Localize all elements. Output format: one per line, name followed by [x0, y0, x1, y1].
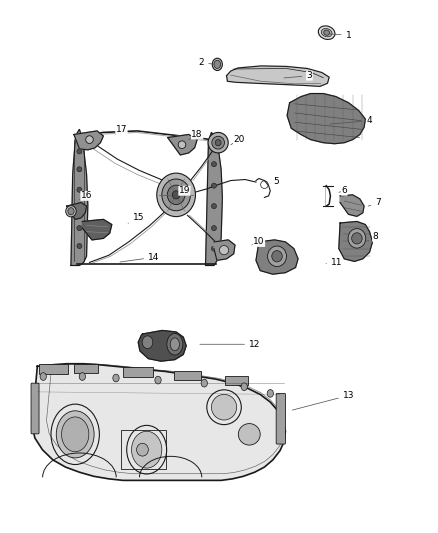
- Ellipse shape: [268, 246, 286, 266]
- Polygon shape: [339, 222, 372, 261]
- Ellipse shape: [272, 251, 282, 262]
- Polygon shape: [214, 240, 235, 260]
- Ellipse shape: [79, 373, 85, 381]
- Text: 13: 13: [292, 391, 354, 410]
- Polygon shape: [67, 203, 87, 220]
- Ellipse shape: [212, 225, 216, 231]
- FancyBboxPatch shape: [31, 383, 39, 434]
- Ellipse shape: [267, 390, 273, 397]
- Polygon shape: [32, 364, 286, 480]
- Ellipse shape: [142, 336, 153, 349]
- Text: 8: 8: [368, 232, 378, 241]
- Text: 6: 6: [339, 186, 347, 195]
- Ellipse shape: [113, 374, 119, 382]
- Polygon shape: [287, 94, 365, 144]
- Bar: [123, 367, 153, 376]
- Polygon shape: [74, 131, 103, 150]
- Ellipse shape: [155, 376, 161, 384]
- Bar: [74, 364, 98, 373]
- Ellipse shape: [77, 225, 82, 231]
- Ellipse shape: [212, 144, 216, 149]
- Polygon shape: [256, 240, 298, 274]
- Ellipse shape: [77, 187, 82, 192]
- Polygon shape: [205, 132, 223, 265]
- Ellipse shape: [212, 136, 224, 149]
- Text: 12: 12: [200, 340, 261, 349]
- Ellipse shape: [131, 431, 162, 468]
- Ellipse shape: [212, 58, 223, 70]
- Polygon shape: [226, 66, 329, 86]
- Text: 4: 4: [330, 116, 372, 125]
- FancyBboxPatch shape: [276, 393, 286, 444]
- Polygon shape: [82, 220, 112, 240]
- Ellipse shape: [214, 60, 221, 68]
- Text: 16: 16: [79, 191, 92, 200]
- Text: 20: 20: [231, 135, 245, 145]
- Ellipse shape: [212, 204, 216, 209]
- Ellipse shape: [212, 246, 216, 251]
- Text: 19: 19: [179, 186, 190, 196]
- Ellipse shape: [318, 26, 335, 39]
- Polygon shape: [168, 134, 197, 155]
- Ellipse shape: [172, 191, 180, 199]
- Ellipse shape: [77, 244, 82, 248]
- Ellipse shape: [238, 424, 260, 445]
- Ellipse shape: [167, 334, 183, 355]
- Ellipse shape: [219, 246, 229, 255]
- Ellipse shape: [56, 411, 94, 458]
- Text: 14: 14: [120, 253, 159, 262]
- Ellipse shape: [178, 141, 186, 149]
- Text: 5: 5: [268, 176, 279, 185]
- Text: 3: 3: [284, 71, 312, 80]
- Ellipse shape: [77, 149, 82, 154]
- Ellipse shape: [212, 161, 216, 167]
- Polygon shape: [71, 130, 88, 265]
- Ellipse shape: [61, 417, 89, 452]
- Bar: [39, 364, 67, 374]
- Ellipse shape: [212, 183, 216, 188]
- Ellipse shape: [167, 185, 185, 205]
- Ellipse shape: [215, 140, 221, 146]
- Polygon shape: [138, 330, 186, 361]
- Ellipse shape: [157, 173, 195, 216]
- Text: 18: 18: [189, 130, 203, 140]
- Ellipse shape: [352, 233, 362, 244]
- Bar: [225, 376, 248, 385]
- Polygon shape: [340, 195, 364, 216]
- Ellipse shape: [40, 373, 46, 381]
- Ellipse shape: [170, 338, 180, 351]
- Ellipse shape: [162, 179, 191, 211]
- Text: 1: 1: [329, 31, 351, 40]
- Ellipse shape: [77, 205, 82, 210]
- Text: 15: 15: [128, 213, 144, 223]
- Text: 7: 7: [368, 198, 381, 207]
- Ellipse shape: [208, 132, 228, 153]
- Ellipse shape: [324, 30, 329, 35]
- Ellipse shape: [201, 379, 208, 387]
- Ellipse shape: [137, 443, 148, 456]
- Text: 11: 11: [326, 258, 343, 267]
- Text: 2: 2: [198, 58, 214, 67]
- Ellipse shape: [77, 167, 82, 172]
- Text: 10: 10: [252, 237, 265, 246]
- Ellipse shape: [212, 394, 237, 420]
- Ellipse shape: [348, 229, 366, 248]
- Ellipse shape: [66, 206, 76, 217]
- Ellipse shape: [68, 208, 74, 215]
- Bar: [173, 371, 201, 380]
- Ellipse shape: [86, 136, 93, 143]
- Bar: [121, 430, 166, 469]
- Ellipse shape: [321, 28, 332, 37]
- Text: 17: 17: [115, 125, 127, 134]
- Ellipse shape: [241, 383, 247, 391]
